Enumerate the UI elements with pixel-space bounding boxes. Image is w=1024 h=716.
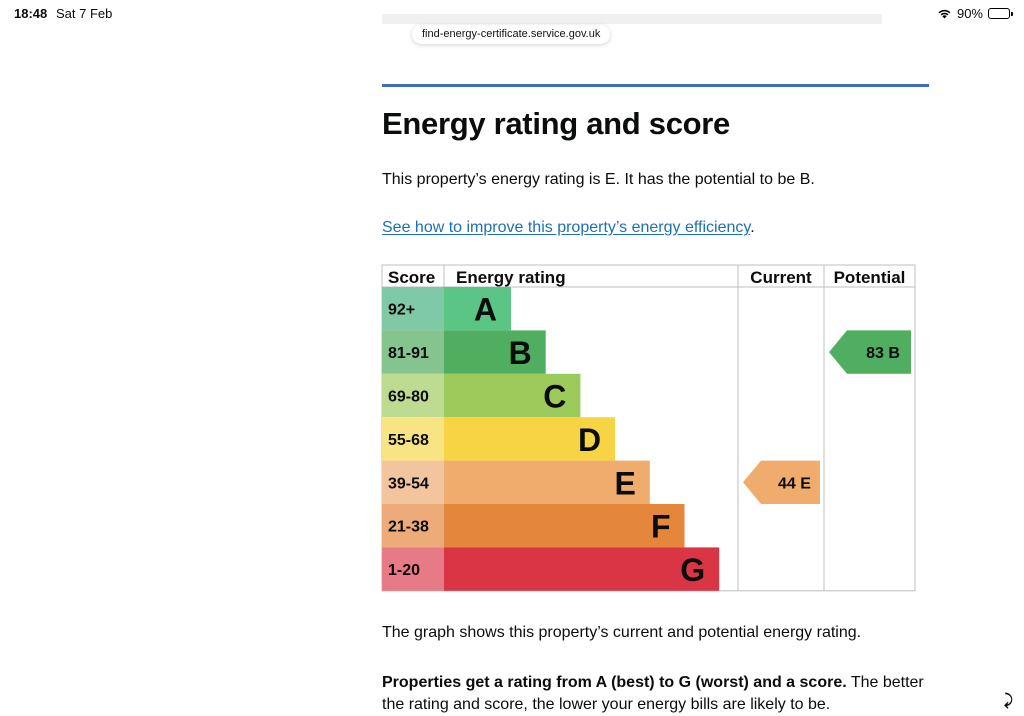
- rating-bar-f: [444, 504, 685, 548]
- rating-bar-c: [444, 373, 581, 418]
- rating-letter-g: G: [680, 552, 705, 588]
- rating-bar-e: [444, 460, 650, 504]
- rating-bar-b: [444, 330, 546, 374]
- rating-explanation-bold: Properties get a rating from A (best) to…: [382, 674, 847, 691]
- status-date: Sat 7 Feb: [56, 6, 113, 21]
- status-right: 90%: [937, 6, 1013, 21]
- score-range-c: 69-80: [388, 389, 429, 406]
- column-header-score: Score: [388, 268, 435, 287]
- scrolled-content-remnant: [382, 14, 882, 24]
- graph-caption: The graph shows this property’s current …: [382, 624, 862, 641]
- score-cell-d: [382, 417, 444, 461]
- score-range-d: 55-68: [388, 432, 429, 449]
- score-cell-f: [382, 504, 444, 548]
- rating-letter-e: E: [614, 465, 635, 501]
- link-suffix: .: [750, 219, 755, 236]
- score-cell-c: [382, 373, 444, 418]
- url-bar[interactable]: find-energy-certificate.service.gov.uk: [412, 25, 611, 44]
- rating-bar-d: [444, 417, 616, 461]
- potential-rating-label: 83 B: [866, 345, 900, 362]
- rating-letter-d: D: [578, 422, 601, 458]
- rating-explanation: Properties get a rating from A (best) to…: [382, 672, 942, 716]
- battery-icon: [988, 8, 1013, 19]
- score-cell-g: [382, 547, 444, 591]
- page-curl-icon[interactable]: ⤸: [1004, 692, 1014, 709]
- rating-sentence: This property’s energy rating is E. It h…: [382, 171, 815, 188]
- score-range-f: 21-38: [388, 519, 429, 536]
- rating-bar-a: [444, 287, 511, 331]
- page-title: Energy rating and score: [382, 106, 730, 141]
- status-bar: 18:48 Sat 7 Feb 90%: [0, 0, 1024, 28]
- score-cell-e: [382, 460, 444, 504]
- section-divider: [382, 84, 929, 87]
- potential-rating-arrow: [829, 330, 911, 374]
- column-header-energy-rating: Energy rating: [456, 268, 566, 287]
- column-header-potential: Potential: [834, 268, 906, 287]
- rating-bar-g: [444, 547, 720, 591]
- score-cell-b: [382, 330, 444, 374]
- rating-letter-c: C: [543, 379, 566, 415]
- improve-link-paragraph: See how to improve this property’s energ…: [382, 219, 755, 237]
- score-range-a: 92+: [388, 302, 415, 319]
- status-time: 18:48: [14, 6, 48, 21]
- column-header-current: Current: [750, 268, 812, 287]
- rating-explanation-rest: The better the rating and score, the low…: [382, 674, 924, 713]
- wifi-icon: [938, 9, 951, 19]
- rating-letter-a: A: [474, 292, 497, 328]
- improve-efficiency-link[interactable]: See how to improve this property’s energ…: [382, 219, 751, 236]
- battery-percent: 90%: [956, 6, 983, 21]
- current-rating-label: 44 E: [778, 475, 811, 492]
- score-range-e: 39-54: [388, 475, 429, 492]
- rating-letter-b: B: [509, 335, 532, 371]
- rating-letter-f: F: [651, 509, 671, 545]
- score-cell-a: [382, 287, 444, 331]
- score-range-g: 1-20: [388, 562, 420, 579]
- score-range-b: 81-91: [388, 345, 429, 362]
- current-rating-arrow: [743, 460, 820, 504]
